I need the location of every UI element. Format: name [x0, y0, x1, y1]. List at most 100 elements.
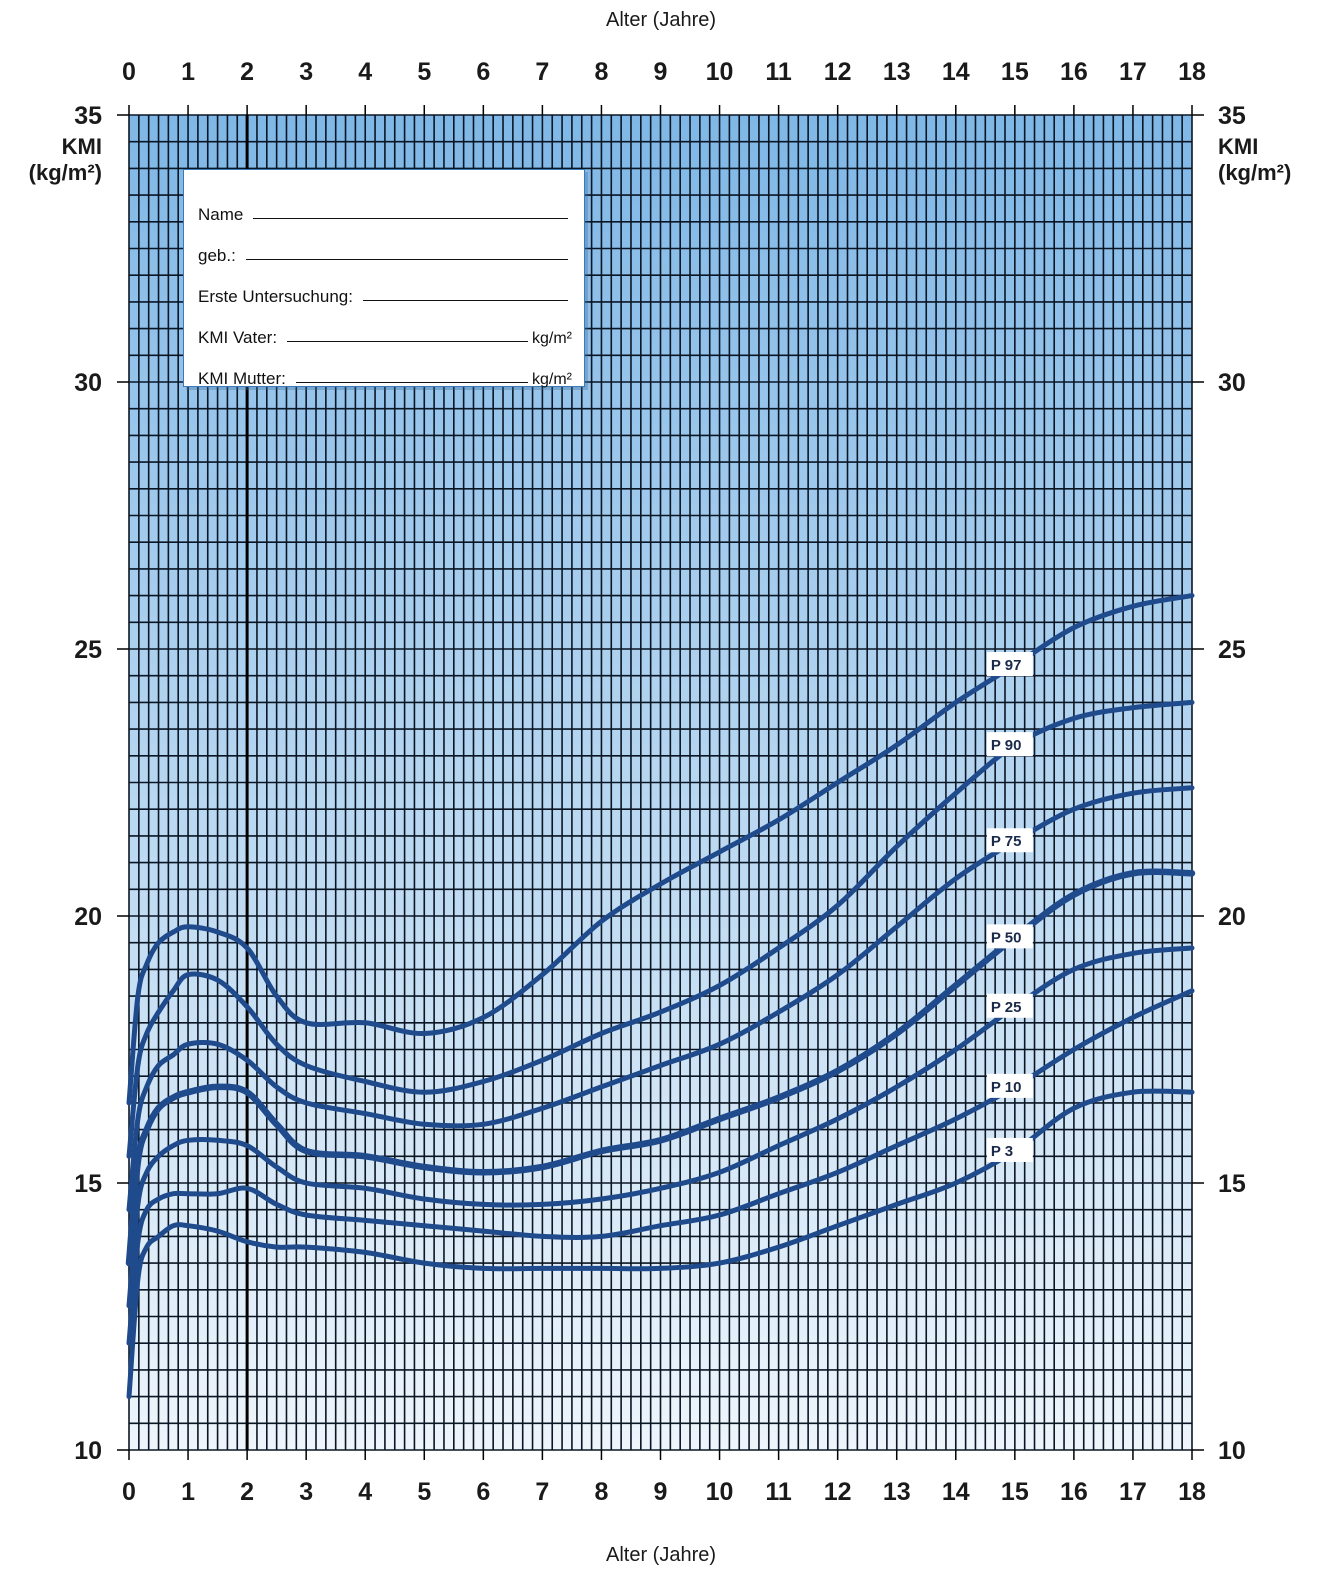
- curve-label: P 25: [991, 999, 1022, 1016]
- x-tick-label-top: 9: [654, 58, 668, 86]
- x-tick-label-top: 7: [535, 58, 549, 86]
- curve-labels: P 97 P 90 P 75 P 50 P 25 P 10 P 3: [986, 652, 1033, 1162]
- x-tick-label-bottom: 13: [883, 1478, 911, 1506]
- x-tick-label-top: 4: [358, 58, 372, 86]
- y-axis-title-right-2: (kg/m²): [1218, 160, 1291, 185]
- form-row-mother: KMI Mutter: kg/m²: [198, 348, 572, 389]
- x-tick-label-bottom: 9: [654, 1478, 668, 1506]
- x-tick-label-top: 17: [1119, 58, 1147, 86]
- x-tick-label-bottom: 5: [417, 1478, 431, 1506]
- x-tick-label-bottom: 15: [1001, 1478, 1029, 1506]
- x-tick-label-top: 0: [122, 58, 136, 86]
- y-tick-label-left: 15: [74, 1170, 102, 1198]
- y-tick-label-right: 20: [1218, 903, 1246, 931]
- father-bmi-unit: kg/m²: [532, 330, 572, 347]
- name-field[interactable]: [253, 218, 568, 219]
- x-tick-label-bottom: 14: [942, 1478, 970, 1506]
- x-tick-label-bottom: 1: [181, 1478, 195, 1506]
- x-tick-label-bottom: 6: [476, 1478, 490, 1506]
- father-bmi-label: KMI Vater:: [198, 328, 278, 347]
- percentile-curve: [126, 945, 1195, 1309]
- x-tick-label-bottom: 7: [535, 1478, 549, 1506]
- x-tick-label-top: 2: [240, 58, 254, 86]
- curve-label: P 97: [991, 657, 1022, 674]
- y-axis-title-left-2: (kg/m²): [29, 160, 102, 185]
- curve-label-background: [986, 652, 1033, 677]
- curve-label-background: [986, 828, 1033, 853]
- x-tick-label-top: 13: [883, 58, 911, 86]
- x-tick-label-top: 1: [181, 58, 195, 86]
- y-tick-label-right: 15: [1218, 1170, 1246, 1198]
- percentile-curve: [126, 1088, 1195, 1400]
- y-tick-label-left: 10: [74, 1437, 102, 1465]
- y-tick-label-left: 30: [74, 369, 102, 397]
- x-tick-label-bottom: 16: [1060, 1478, 1088, 1506]
- y-tick-label-right: 25: [1218, 636, 1246, 664]
- x-tick-label-bottom: 2: [240, 1478, 254, 1506]
- x-tick-label-top: 6: [476, 58, 490, 86]
- curve-label-background: [986, 1073, 1033, 1098]
- x-tick-label-bottom: 0: [122, 1478, 136, 1506]
- exam-label: Erste Untersuchung:: [198, 287, 353, 306]
- curve-label: P 75: [991, 833, 1022, 850]
- y-tick-label-right: 10: [1218, 1437, 1246, 1465]
- curve-label-background: [986, 924, 1033, 949]
- y-axis-title-left-1: KMI: [62, 134, 102, 159]
- x-tick-label-bottom: 4: [358, 1478, 372, 1506]
- percentile-curves: [125, 593, 1196, 1400]
- curve-label: P 90: [991, 737, 1022, 754]
- form-row-father: KMI Vater: kg/m²: [198, 307, 572, 348]
- y-tick-label-left: 35: [74, 102, 102, 130]
- x-tick-label-bottom: 3: [299, 1478, 313, 1506]
- father-bmi-field[interactable]: [287, 341, 528, 342]
- born-label: geb.:: [198, 246, 236, 265]
- y-tick-label-left: 25: [74, 636, 102, 664]
- exam-field[interactable]: [362, 300, 568, 301]
- name-label: Name: [198, 205, 244, 224]
- curve-label: P 10: [991, 1079, 1022, 1096]
- curve-label-background: [986, 1137, 1033, 1162]
- form-row-name: Name: [198, 184, 572, 225]
- born-field[interactable]: [245, 259, 568, 260]
- x-tick-label-bottom: 10: [706, 1478, 734, 1506]
- percentile-curve: [126, 988, 1195, 1346]
- x-tick-label-top: 14: [942, 58, 970, 86]
- curve-label: P 50: [991, 929, 1022, 946]
- mother-bmi-field[interactable]: [295, 382, 528, 383]
- x-tick-label-top: 10: [706, 58, 734, 86]
- x-tick-label-bottom: 8: [594, 1478, 608, 1506]
- x-axis-title-bottom: Alter (Jahre): [606, 1544, 716, 1566]
- curve-label-background: [986, 732, 1033, 757]
- curve-label-background: [986, 993, 1033, 1018]
- y-tick-label-right: 30: [1218, 369, 1246, 397]
- grid: [128, 114, 1193, 1451]
- y-axis-title-right-1: KMI: [1218, 134, 1258, 159]
- x-tick-label-top: 3: [299, 58, 313, 86]
- x-tick-label-top: 8: [594, 58, 608, 86]
- x-tick-label-bottom: 11: [765, 1478, 792, 1506]
- y-tick-label-left: 20: [74, 903, 102, 931]
- form-row-born: geb.:: [198, 225, 572, 266]
- x-tick-label-top: 5: [417, 58, 431, 86]
- axis-ticks: 0011223344556677889910101111121213131414…: [74, 58, 1246, 1506]
- x-tick-label-top: 11: [765, 58, 792, 86]
- mother-bmi-unit: kg/m²: [532, 371, 572, 388]
- x-tick-label-bottom: 12: [824, 1478, 852, 1506]
- x-tick-label-top: 12: [824, 58, 852, 86]
- y-tick-label-right: 35: [1218, 102, 1246, 130]
- percentile-curve: [126, 593, 1195, 1106]
- x-tick-label-top: 15: [1001, 58, 1029, 86]
- x-tick-label-bottom: 18: [1178, 1478, 1206, 1506]
- patient-info-form: Name geb.: Erste Untersuchung: KMI Vater…: [183, 169, 585, 389]
- x-axis-title-top: Alter (Jahre): [606, 9, 716, 31]
- percentile-curve: [125, 868, 1196, 1267]
- curve-label: P 3: [991, 1143, 1013, 1160]
- form-row-exam: Erste Untersuchung:: [198, 266, 572, 307]
- x-tick-label-bottom: 17: [1119, 1478, 1147, 1506]
- percentile-curve: [126, 699, 1195, 1159]
- percentile-curve: [126, 785, 1195, 1213]
- x-tick-label-top: 18: [1178, 58, 1206, 86]
- mother-bmi-label: KMI Mutter:: [198, 369, 286, 388]
- x-tick-label-top: 16: [1060, 58, 1088, 86]
